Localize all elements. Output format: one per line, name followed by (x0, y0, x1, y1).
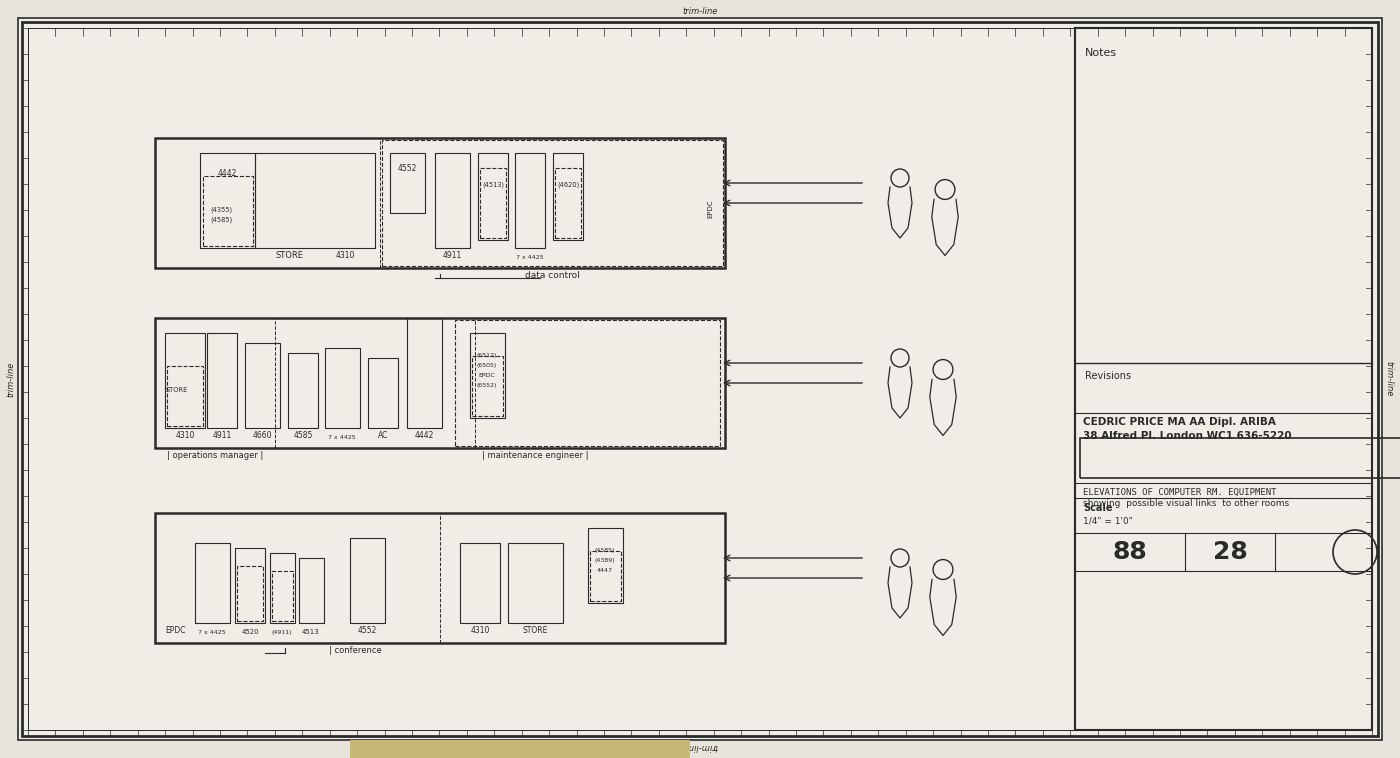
Bar (155, 138, 725, 268)
Text: 4552: 4552 (398, 164, 417, 173)
Text: 88: 88 (1113, 540, 1148, 564)
Text: CEDRIC PRICE MA AA Dipl. ARIBA: CEDRIC PRICE MA AA Dipl. ARIBA (1084, 417, 1275, 427)
Text: trim-line: trim-line (682, 7, 718, 15)
Bar (195, 543, 230, 623)
Bar (350, 538, 385, 623)
Text: 4442: 4442 (217, 169, 237, 178)
Text: 4585: 4585 (294, 431, 312, 440)
Text: (4513): (4513) (482, 181, 504, 188)
Bar (407, 318, 442, 428)
Text: 7 x 4425: 7 x 4425 (328, 435, 356, 440)
Bar (508, 543, 563, 623)
Bar (1079, 438, 1400, 478)
Bar (477, 153, 508, 240)
Text: 4442: 4442 (414, 431, 434, 440)
Text: 4520: 4520 (241, 629, 259, 635)
Bar (472, 356, 503, 416)
Text: 7 x 4425: 7 x 4425 (199, 630, 225, 635)
Bar (207, 333, 237, 428)
Bar (589, 551, 622, 601)
Text: EPDC: EPDC (165, 626, 185, 635)
Bar (237, 566, 263, 621)
Text: STORE: STORE (522, 626, 547, 635)
Text: | maintenance engineer |: | maintenance engineer | (482, 451, 588, 460)
Bar (455, 320, 720, 446)
Text: ELEVATIONS OF COMPUTER RM. EQUIPMENT: ELEVATIONS OF COMPUTER RM. EQUIPMENT (1084, 488, 1277, 497)
Bar (480, 168, 505, 238)
Bar (368, 358, 398, 428)
Text: 4552: 4552 (357, 626, 377, 635)
Bar (391, 153, 426, 213)
Text: 4310: 4310 (336, 251, 354, 260)
Text: | operations manager |: | operations manager | (167, 451, 263, 460)
Text: trim-line: trim-line (7, 362, 15, 396)
Bar (350, 740, 690, 758)
Bar (300, 558, 323, 623)
Bar (588, 528, 623, 603)
Bar (155, 318, 725, 448)
Text: STORE: STORE (165, 387, 188, 393)
Bar (515, 153, 545, 248)
Text: EPDC: EPDC (479, 373, 496, 378)
Text: Revisions: Revisions (1085, 371, 1131, 381)
Bar (325, 348, 360, 428)
Bar (461, 543, 500, 623)
Text: (4911): (4911) (272, 630, 293, 635)
Text: data control: data control (525, 271, 580, 280)
Text: (6512): (6512) (477, 353, 497, 358)
Text: STORE: STORE (276, 251, 304, 260)
Text: 28: 28 (1212, 540, 1247, 564)
Text: 1/4" = 1'0": 1/4" = 1'0" (1084, 516, 1133, 525)
Bar (245, 343, 280, 428)
Text: EPDC: EPDC (707, 199, 713, 218)
Bar (1075, 28, 1372, 730)
Text: 4911: 4911 (442, 251, 462, 260)
Text: 4911: 4911 (213, 431, 231, 440)
Text: (4389): (4389) (595, 558, 616, 563)
Bar (553, 153, 582, 240)
Bar (235, 548, 265, 623)
Text: 7 x 4425: 7 x 4425 (517, 255, 543, 260)
Bar (155, 513, 725, 643)
Text: 38 Alfred Pl. London WC1 636-5220: 38 Alfred Pl. London WC1 636-5220 (1084, 431, 1292, 441)
Text: trim-line: trim-line (682, 743, 718, 751)
Text: Notes: Notes (1085, 48, 1117, 58)
Bar (554, 168, 581, 238)
Bar (272, 571, 293, 621)
Text: 4447: 4447 (596, 568, 613, 573)
Bar (165, 333, 204, 428)
Text: | conference: | conference (329, 646, 381, 655)
Bar (435, 153, 470, 248)
Text: AC: AC (378, 431, 388, 440)
Text: (4585): (4585) (210, 217, 232, 223)
Bar (270, 553, 295, 623)
Text: 4660: 4660 (252, 431, 272, 440)
Text: (4620): (4620) (557, 181, 580, 188)
Text: 4513: 4513 (302, 629, 319, 635)
Text: (4355): (4355) (210, 206, 232, 213)
Text: (6552): (6552) (477, 383, 497, 388)
Bar (200, 153, 255, 248)
Bar (470, 333, 505, 418)
Text: Scale: Scale (1084, 503, 1113, 513)
Text: 4310: 4310 (175, 431, 195, 440)
Text: 4310: 4310 (470, 626, 490, 635)
Bar (288, 353, 318, 428)
Text: showing  possible visual links  to other rooms: showing possible visual links to other r… (1084, 499, 1289, 508)
Bar (255, 153, 375, 248)
Bar (382, 140, 722, 266)
Bar (167, 366, 203, 426)
Text: trim-line: trim-line (1385, 362, 1393, 396)
Text: (4585): (4585) (595, 548, 615, 553)
Bar (203, 176, 253, 246)
Text: (6505): (6505) (477, 363, 497, 368)
